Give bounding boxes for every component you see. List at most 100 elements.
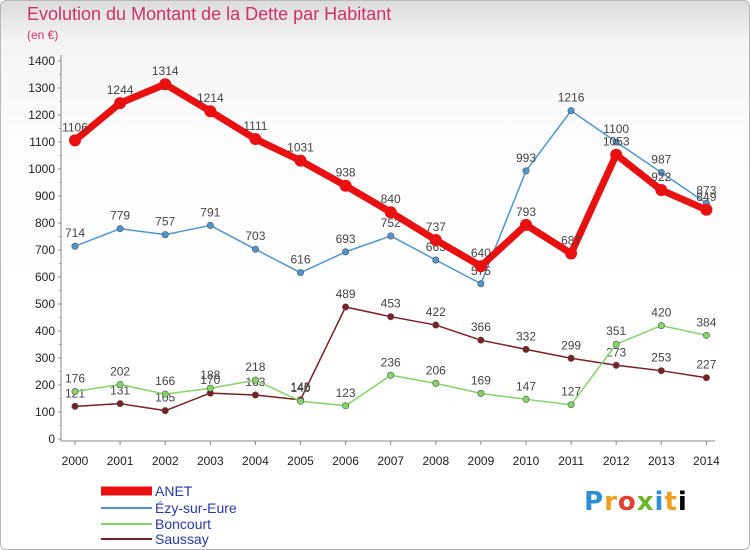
data-label: 332 (516, 329, 536, 343)
x-tick-label: 2000 (62, 454, 89, 468)
data-label: 640 (471, 246, 491, 260)
data-point (657, 322, 665, 330)
data-point (116, 225, 124, 233)
data-point (477, 389, 485, 397)
data-point (159, 78, 172, 91)
x-tick-label: 2014 (693, 454, 720, 468)
data-label: 202 (110, 364, 130, 378)
data-point (522, 395, 530, 403)
data-point (565, 247, 578, 260)
x-tick-label: 2010 (513, 454, 540, 468)
x-tick-label: 2006 (332, 454, 359, 468)
data-label: 127 (561, 385, 581, 399)
data-label: 840 (381, 192, 401, 206)
data-label: 218 (245, 360, 265, 374)
data-point (387, 232, 395, 240)
data-point (655, 184, 668, 197)
data-point (114, 97, 127, 110)
data-point (342, 303, 350, 311)
data-label: 422 (426, 305, 446, 319)
legend-label: Boncourt (155, 516, 211, 532)
x-tick-label: 2012 (603, 454, 630, 468)
data-point (702, 374, 710, 382)
y-tick-label: 300 (35, 351, 55, 365)
y-tick-label: 800 (35, 216, 55, 230)
data-label: 206 (426, 363, 446, 377)
data-label: 1053 (603, 135, 630, 149)
y-tick-label: 900 (35, 189, 55, 203)
data-label: 922 (651, 170, 671, 184)
data-point (567, 107, 575, 115)
data-label: 1031 (287, 141, 314, 155)
data-point (612, 361, 620, 369)
data-label: 366 (471, 320, 491, 334)
data-point (520, 218, 532, 231)
legend-label: Saussay (155, 531, 209, 547)
x-tick-label: 2009 (468, 454, 495, 468)
data-point (567, 354, 575, 362)
data-label: 170 (200, 373, 220, 387)
data-point (342, 248, 350, 256)
y-tick-label: 1300 (28, 81, 55, 95)
data-label: 1214 (197, 91, 224, 105)
data-label: 737 (426, 220, 446, 234)
data-label: 131 (110, 384, 130, 398)
data-point (477, 336, 485, 344)
data-point (612, 138, 620, 146)
legend-label: Ézy-sur-Eure (155, 500, 237, 516)
data-point (387, 313, 395, 321)
data-point (296, 269, 304, 277)
data-label: 993 (516, 151, 536, 165)
data-point (342, 402, 350, 410)
y-tick-label: 1200 (28, 108, 55, 122)
data-point (522, 345, 530, 353)
y-tick-label: 1100 (29, 135, 55, 149)
y-tick-label: 0 (48, 432, 55, 446)
data-point (429, 234, 442, 247)
x-tick-label: 2003 (197, 454, 224, 468)
y-tick-label: 1400 (28, 54, 55, 68)
data-point (116, 380, 124, 388)
data-label: 227 (696, 358, 716, 372)
data-point (522, 167, 530, 175)
data-label: 384 (696, 315, 716, 329)
data-point (432, 256, 440, 264)
data-point (71, 387, 79, 395)
y-tick-label: 700 (35, 243, 55, 257)
data-label: 176 (65, 371, 85, 385)
chart-title: Evolution du Montant de la Dette par Hab… (27, 4, 392, 24)
data-point (71, 242, 79, 250)
y-tick-label: 600 (35, 270, 55, 284)
data-point (161, 231, 169, 239)
data-label: 1216 (558, 91, 585, 105)
data-point (249, 133, 262, 146)
data-label: 1244 (107, 83, 134, 97)
data-point (161, 390, 169, 398)
data-point (432, 379, 440, 387)
data-label: 273 (606, 345, 626, 359)
data-point (384, 206, 397, 219)
legend-label: ANET (155, 483, 193, 499)
data-point (657, 367, 665, 375)
data-label: 147 (516, 379, 536, 393)
data-point (206, 221, 214, 229)
data-label: 779 (110, 209, 130, 223)
data-label: 703 (245, 229, 265, 243)
data-point (432, 321, 440, 329)
data-point (339, 179, 352, 192)
data-label: 793 (516, 205, 536, 219)
data-label: 166 (155, 374, 175, 388)
data-label: 938 (336, 166, 356, 180)
data-label: 791 (200, 205, 220, 219)
y-tick-label: 500 (35, 297, 55, 311)
data-label: 489 (336, 287, 356, 301)
y-tick-label: 200 (35, 378, 55, 392)
data-point (206, 384, 214, 392)
data-label: 714 (65, 226, 85, 240)
data-point (71, 402, 79, 410)
data-point (251, 376, 259, 384)
x-tick-label: 2013 (648, 454, 675, 468)
data-label: 849 (696, 190, 716, 204)
data-label: 420 (651, 306, 671, 320)
